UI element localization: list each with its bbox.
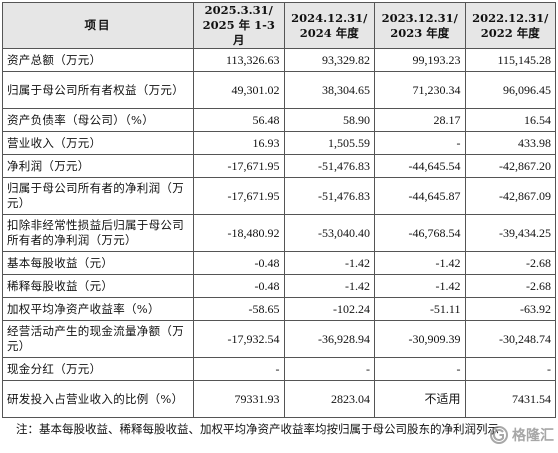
row-label: 归属于母公司所有者权益（万元）	[2, 71, 194, 109]
cell-value: -0.48	[193, 274, 285, 298]
table-row: 资产负债率（母公司）（%） 56.48 58.90 28.17 16.54	[2, 108, 556, 132]
cell-value: -30,909.39	[374, 320, 466, 358]
row-label: 净利润（万元）	[2, 154, 194, 178]
cell-value: 16.54	[464, 108, 556, 132]
financial-table: 项目 2025.3.31/ 2025 年 1-3 月 2024.12.31/ 2…	[2, 2, 556, 418]
cell-value: -44,645.54	[374, 154, 466, 178]
cell-value: -1.42	[374, 251, 466, 275]
cell-value: 56.48	[193, 108, 285, 132]
row-label: 研发投入占营业收入的比例（%）	[2, 380, 194, 418]
header-period-date: 2025.3.31/	[204, 3, 273, 18]
cell-value: -	[374, 357, 466, 381]
cell-value: -42,867.09	[464, 177, 556, 215]
header-period-2023: 2023.12.31/ 2023 年度	[374, 2, 466, 49]
table-row: 净利润（万元） -17,671.95 -51,476.83 -44,645.54…	[2, 154, 556, 178]
table-row: 基本每股收益（元） -0.48 -1.42 -1.42 -2.68	[2, 251, 556, 275]
cell-value: -1.42	[283, 251, 375, 275]
cell-value: -1.42	[283, 274, 375, 298]
cell-value: -51,476.83	[283, 154, 375, 178]
cell-value: -44,645.87	[374, 177, 466, 215]
header-item-label: 项目	[2, 2, 194, 49]
header-period-date: 2023.12.31/	[381, 10, 458, 25]
header-period-date: 2024.12.31/	[291, 10, 368, 25]
row-label: 现金分红（万元）	[2, 357, 194, 381]
cell-value: -2.68	[464, 274, 556, 298]
cell-value: 16.93	[193, 131, 285, 155]
table-row: 经营活动产生的现金流量净额（万元） -17,932.54 -36,928.94 …	[2, 320, 556, 358]
row-label: 营业收入（万元）	[2, 131, 194, 155]
cell-value: 113,326.63	[193, 48, 285, 72]
cell-value: -42,867.20	[464, 154, 556, 178]
table-row: 归属于母公司所有者权益（万元） 49,301.02 38,304.65 71,2…	[2, 71, 556, 109]
watermark: 格隆汇	[489, 425, 554, 445]
table-row: 归属于母公司所有者的净利润（万元） -17,671.95 -51,476.83 …	[2, 177, 556, 215]
header-period-name: 2024 年度	[299, 25, 359, 40]
table-row: 加权平均净资产收益率（%） -58.65 -102.24 -51.11 -63.…	[2, 297, 556, 321]
cell-value: -17,932.54	[193, 320, 285, 358]
watermark-text: 格隆汇	[512, 428, 554, 444]
table-footnote: 注：基本每股收益、稀释每股收益、加权平均净资产收益率均按归属于母公司股东的净利润…	[16, 422, 499, 436]
financial-summary: 项目 2025.3.31/ 2025 年 1-3 月 2024.12.31/ 2…	[2, 2, 556, 437]
table-row: 资产总额（万元） 113,326.63 93,329.82 99,193.23 …	[2, 48, 556, 72]
cell-value: -30,248.74	[464, 320, 556, 358]
cell-value: -102.24	[283, 297, 375, 321]
cell-value: -2.68	[464, 251, 556, 275]
cell-value: 99,193.23	[374, 48, 466, 72]
table-row: 研发投入占营业收入的比例（%） 79331.93 2823.04 不适用 743…	[2, 380, 556, 418]
table-row: 稀释每股收益（元） -0.48 -1.42 -1.42 -2.68	[2, 274, 556, 298]
cell-value: -39,434.25	[464, 214, 556, 252]
cell-value: -0.48	[193, 251, 285, 275]
cell-value: -	[464, 357, 556, 381]
cell-value: 不适用	[374, 380, 466, 418]
cell-value: -17,671.95	[193, 177, 285, 215]
cell-value: 433.98	[464, 131, 556, 155]
row-label: 基本每股收益（元）	[2, 251, 194, 275]
glh-logo-icon	[489, 425, 509, 445]
cell-value: 38,304.65	[283, 71, 375, 109]
row-label: 扣除非经常性损益后归属于母公司所有者的净利润（万元）	[2, 214, 194, 252]
cell-value: -51.11	[374, 297, 466, 321]
row-label: 加权平均净资产收益率（%）	[2, 297, 194, 321]
row-label: 经营活动产生的现金流量净额（万元）	[2, 320, 194, 358]
row-label: 稀释每股收益（元）	[2, 274, 194, 298]
header-period-2022: 2022.12.31/ 2022 年度	[464, 2, 556, 49]
cell-value: -51,476.83	[283, 177, 375, 215]
table-header-row: 项目 2025.3.31/ 2025 年 1-3 月 2024.12.31/ 2…	[2, 2, 556, 49]
table-row: 营业收入（万元） 16.93 1,505.59 - 433.98	[2, 131, 556, 155]
cell-value: 28.17	[374, 108, 466, 132]
cell-value: -	[193, 357, 285, 381]
cell-value: 2823.04	[283, 380, 375, 418]
cell-value: 49,301.02	[193, 71, 285, 109]
cell-value: -	[283, 357, 375, 381]
cell-value: -46,768.54	[374, 214, 466, 252]
row-label: 资产总额（万元）	[2, 48, 194, 72]
header-period-name: 2025 年 1-3 月	[202, 18, 275, 47]
cell-value: 115,145.28	[464, 48, 556, 72]
header-period-name: 2023 年度	[390, 25, 450, 40]
cell-value: -53,040.40	[283, 214, 375, 252]
row-label: 资产负债率（母公司）（%）	[2, 108, 194, 132]
table-row: 扣除非经常性损益后归属于母公司所有者的净利润（万元） -18,480.92 -5…	[2, 214, 556, 252]
cell-value: -17,671.95	[193, 154, 285, 178]
cell-value: 7431.54	[464, 380, 556, 418]
cell-value: -	[374, 131, 466, 155]
cell-value: 79331.93	[193, 380, 285, 418]
row-label: 归属于母公司所有者的净利润（万元）	[2, 177, 194, 215]
cell-value: -36,928.94	[283, 320, 375, 358]
cell-value: -18,480.92	[193, 214, 285, 252]
header-period-2025q1: 2025.3.31/ 2025 年 1-3 月	[193, 2, 285, 49]
cell-value: 58.90	[283, 108, 375, 132]
cell-value: 1,505.59	[283, 131, 375, 155]
cell-value: -1.42	[374, 274, 466, 298]
cell-value: 96,096.45	[464, 71, 556, 109]
cell-value: 93,329.82	[283, 48, 375, 72]
cell-value: -63.92	[464, 297, 556, 321]
header-period-date: 2022.12.31/	[472, 10, 549, 25]
header-period-name: 2022 年度	[480, 25, 540, 40]
cell-value: -58.65	[193, 297, 285, 321]
header-period-2024: 2024.12.31/ 2024 年度	[283, 2, 375, 49]
table-row: 现金分红（万元） - - - -	[2, 357, 556, 381]
cell-value: 71,230.34	[374, 71, 466, 109]
